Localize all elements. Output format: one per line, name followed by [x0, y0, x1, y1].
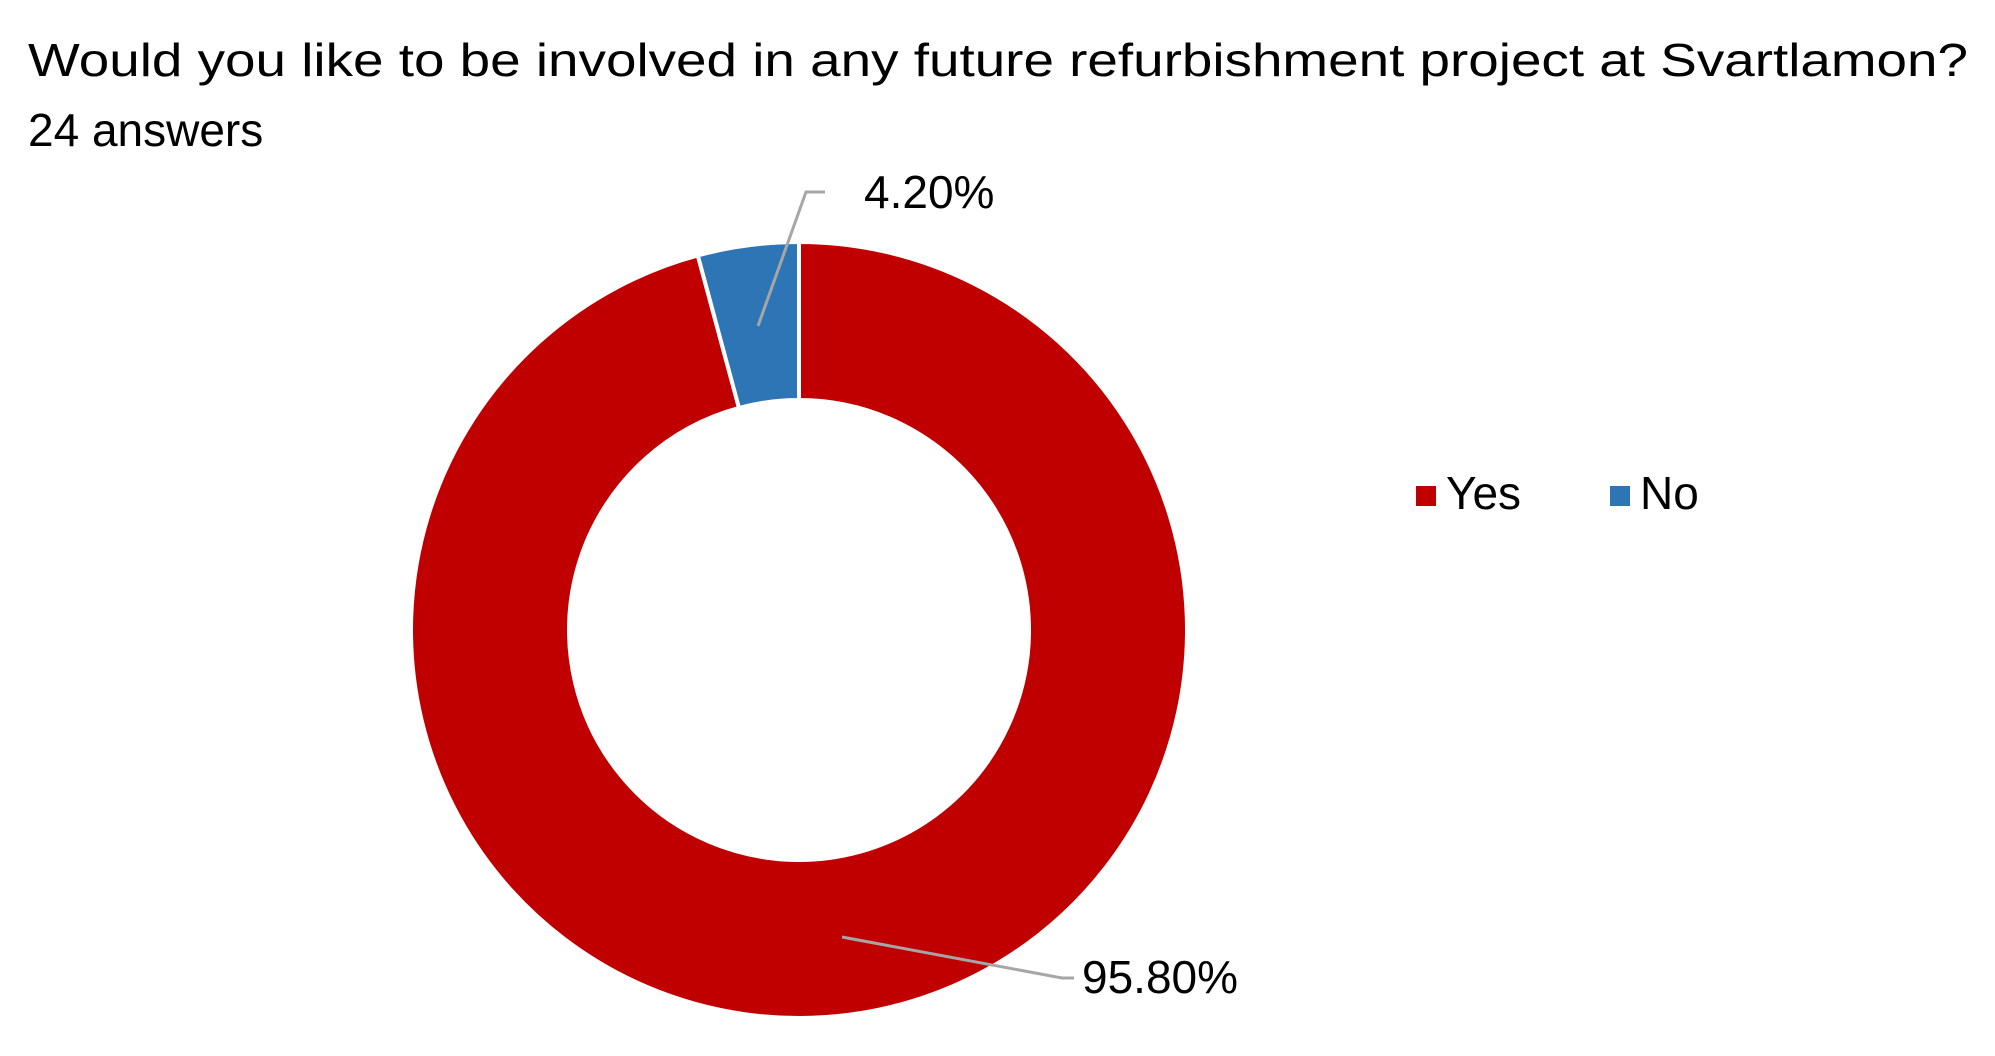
legend-label: No [1640, 467, 1699, 519]
leader-line [756, 190, 825, 327]
chart-title: Would you like to be involved in any fut… [28, 34, 1968, 86]
data-label: 95.80% [1082, 951, 1238, 1003]
chart-subtitle: 24 answers [28, 104, 263, 156]
data-label: 4.20% [864, 166, 994, 218]
legend-swatch [1610, 486, 1630, 506]
legend-label: Yes [1446, 467, 1521, 519]
leader-line [841, 935, 1074, 980]
donut-slice [409, 239, 1189, 1020]
legend-swatch [1416, 486, 1436, 506]
